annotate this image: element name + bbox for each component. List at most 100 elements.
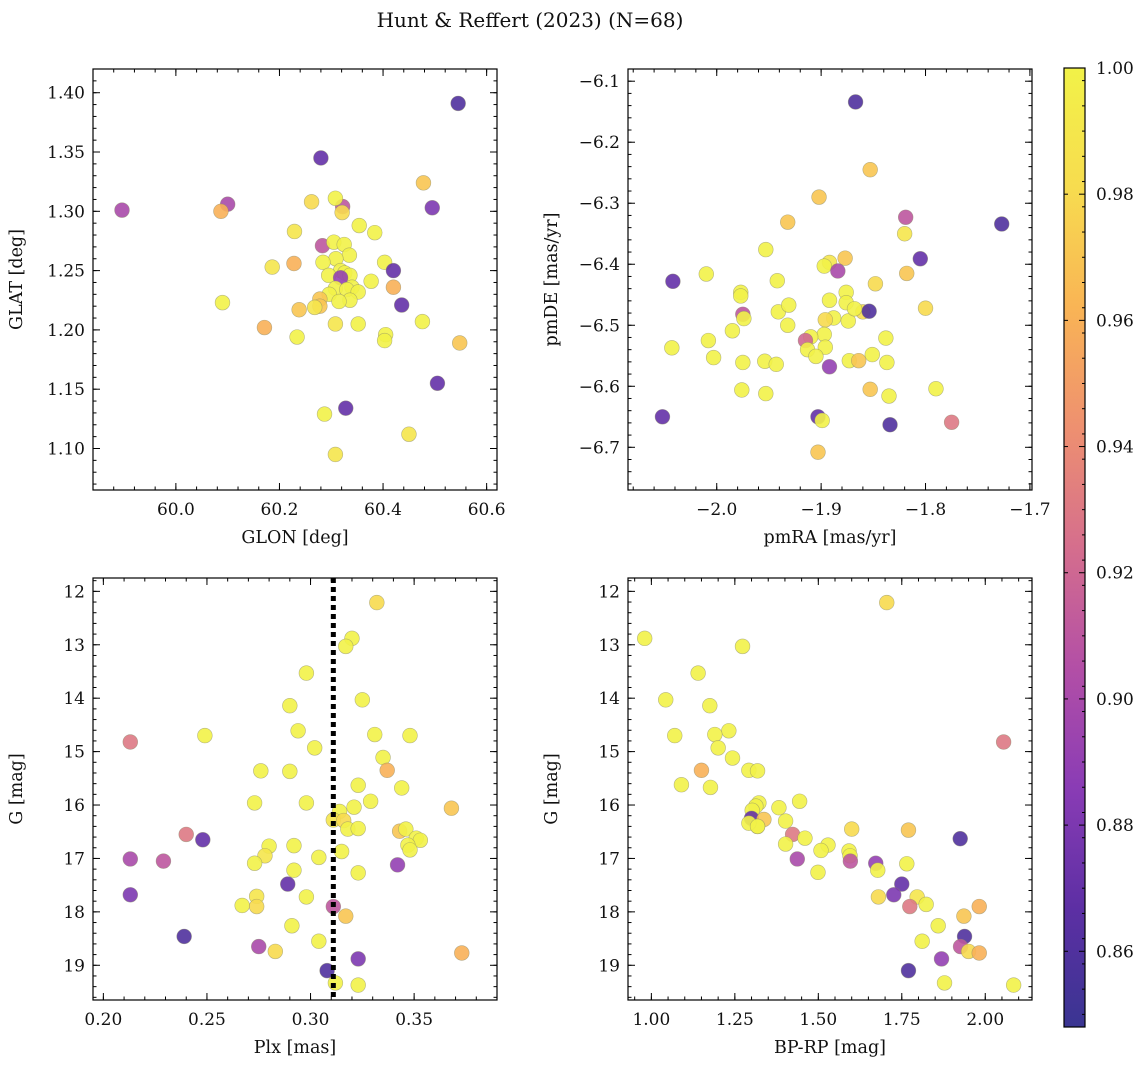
data-point bbox=[350, 316, 366, 332]
panel-color-magnitude: 1.00 1.25 1.50 1.75 2.00 12 13 14 15 16 17 18 19 BP-R… bbox=[542, 577, 1033, 1058]
data-point bbox=[816, 258, 832, 274]
data-point bbox=[176, 928, 192, 945]
data-point bbox=[362, 793, 379, 809]
x-tick-label: 1.00 bbox=[632, 1010, 670, 1030]
data-point bbox=[936, 975, 953, 991]
data-point bbox=[870, 862, 886, 878]
data-point bbox=[375, 749, 391, 766]
data-point bbox=[781, 297, 797, 313]
data-point bbox=[415, 175, 432, 191]
data-point bbox=[791, 793, 808, 809]
x-tick-label: 60.6 bbox=[468, 500, 506, 520]
data-point bbox=[914, 933, 930, 949]
data-point bbox=[369, 594, 385, 611]
data-point bbox=[331, 293, 347, 310]
y-tick-label: −6.5 bbox=[579, 316, 620, 336]
data-point bbox=[334, 204, 350, 221]
tick-marks bbox=[628, 68, 1032, 490]
data-point bbox=[291, 302, 307, 318]
data-point bbox=[333, 843, 350, 860]
data-point bbox=[673, 777, 690, 793]
colorbar-tick-label: 0.92 bbox=[1096, 564, 1134, 584]
data-point bbox=[1005, 977, 1022, 993]
x-axis-label: GLON [deg] bbox=[241, 528, 348, 548]
data-point bbox=[768, 356, 784, 373]
data-point bbox=[114, 202, 130, 218]
tick-marks bbox=[93, 578, 498, 1000]
data-point bbox=[289, 329, 305, 345]
data-point bbox=[777, 836, 794, 852]
data-point bbox=[454, 945, 470, 961]
data-point bbox=[341, 247, 358, 263]
data-point bbox=[702, 779, 719, 796]
data-point bbox=[899, 265, 915, 282]
data-point bbox=[811, 189, 827, 205]
data-point bbox=[351, 217, 367, 234]
data-point bbox=[971, 898, 987, 915]
data-point bbox=[808, 348, 824, 365]
y-tick-label: 15 bbox=[63, 743, 85, 763]
data-point bbox=[952, 830, 968, 847]
data-point bbox=[354, 692, 371, 708]
y-tick-label: 18 bbox=[598, 903, 620, 923]
data-point bbox=[385, 262, 402, 279]
x-tick-label: 2.00 bbox=[966, 1010, 1004, 1030]
data-point bbox=[197, 727, 213, 744]
data-point bbox=[912, 251, 928, 267]
data-point bbox=[928, 381, 944, 397]
data-point bbox=[452, 335, 468, 351]
data-point bbox=[298, 889, 315, 905]
x-tick-label: 1.25 bbox=[716, 1010, 754, 1030]
colorbar-tick-label: 1.00 bbox=[1096, 59, 1134, 79]
y-tick-label: 1.25 bbox=[47, 262, 85, 282]
panel-proper-motion: −2.0 −1.9 −1.8 −1.7 −6.7 −6.6 −6.5 −6.4 −6.3 −6.2… bbox=[542, 68, 1051, 548]
data-point bbox=[777, 813, 794, 829]
x-tick-label: 60.4 bbox=[364, 500, 402, 520]
data-point bbox=[698, 266, 714, 282]
y-tick-label: −6.1 bbox=[579, 72, 620, 92]
data-point bbox=[758, 385, 774, 402]
data-point bbox=[971, 945, 987, 961]
data-point bbox=[303, 194, 320, 210]
data-point bbox=[886, 887, 902, 903]
data-point bbox=[338, 908, 354, 924]
data-point bbox=[837, 250, 853, 266]
data-point bbox=[758, 241, 774, 258]
data-point bbox=[327, 190, 344, 206]
data-point bbox=[286, 255, 302, 272]
colorbar-tick-label: 0.94 bbox=[1096, 438, 1134, 458]
data-point bbox=[376, 332, 393, 349]
panel-parallax-magnitude: 0.20 0.25 0.30 0.35 12 13 14 15 16 17 18 19 Plx [mas… bbox=[7, 577, 498, 1058]
y-tick-label: 17 bbox=[63, 849, 85, 869]
data-point bbox=[917, 300, 934, 316]
data-point bbox=[900, 822, 917, 838]
y-tick-label: 19 bbox=[63, 956, 85, 976]
data-point bbox=[817, 312, 834, 328]
y-tick-label: 1.20 bbox=[47, 321, 85, 341]
data-point bbox=[821, 359, 838, 375]
data-point bbox=[246, 795, 263, 811]
data-point bbox=[367, 224, 383, 241]
data-point bbox=[306, 740, 323, 756]
data-point bbox=[346, 799, 362, 815]
y-tick-label: −6.4 bbox=[579, 255, 620, 275]
y-tick-label: −6.7 bbox=[579, 438, 620, 458]
data-point bbox=[636, 630, 653, 647]
data-point bbox=[313, 150, 329, 166]
data-point bbox=[155, 853, 172, 869]
data-point bbox=[338, 638, 354, 655]
data-point bbox=[994, 216, 1010, 232]
data-point bbox=[122, 851, 138, 867]
x-tick-label: 1.75 bbox=[883, 1010, 921, 1030]
data-point bbox=[253, 763, 269, 779]
data-point bbox=[897, 209, 914, 225]
data-point bbox=[654, 409, 671, 425]
data-point bbox=[693, 762, 710, 779]
x-tick-label: 1.50 bbox=[799, 1010, 837, 1030]
x-axis-label: BP-RP [mag] bbox=[774, 1038, 886, 1058]
data-point bbox=[867, 276, 884, 292]
data-point bbox=[879, 594, 895, 611]
data-point bbox=[450, 95, 466, 112]
data-point bbox=[667, 727, 683, 744]
